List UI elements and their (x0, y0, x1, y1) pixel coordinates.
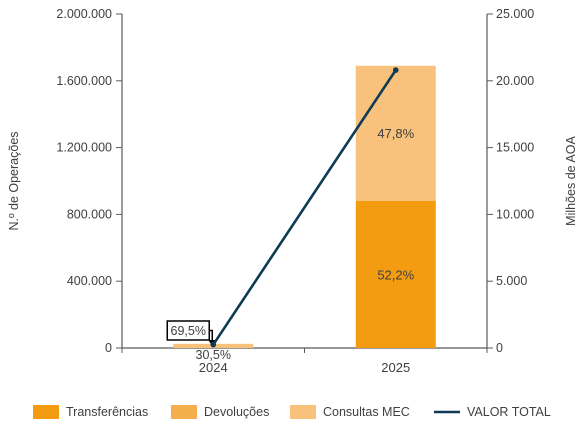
left-axis-tick-label: 0 (105, 341, 112, 355)
legend-swatch (171, 405, 197, 419)
right-axis-tick-label: 25.000 (496, 7, 534, 21)
right-axis-tick-label: 0 (496, 341, 503, 355)
line-series (212, 69, 397, 346)
legend-label: Consultas MEC (323, 405, 410, 419)
line-point (392, 67, 399, 73)
left-axis-title: N.º de Operações (7, 131, 21, 230)
bar-data-label: 47,8% (377, 126, 414, 141)
right-axis-tick-label: 10.000 (496, 207, 534, 221)
annotation-label: 30,5% (196, 348, 231, 362)
left-axis-tick-label: 400.000 (67, 274, 112, 288)
legend-label: VALOR TOTAL (467, 405, 551, 419)
line-point (210, 341, 217, 348)
x-axis-tick-label: 2025 (381, 360, 410, 375)
legend-label: Transferências (66, 405, 148, 419)
right-axis-tick-label: 5.000 (496, 274, 527, 288)
legend-label: Devoluções (204, 405, 269, 419)
left-axis-tick-label: 1.200.000 (56, 141, 112, 155)
bar-data-label: 52,2% (377, 267, 414, 282)
x-axis-tick-label: 2024 (199, 360, 228, 375)
legend-swatch (290, 405, 316, 419)
left-axis-tick-label: 1.600.000 (56, 74, 112, 88)
left-axis-tick-label: 800.000 (67, 207, 112, 221)
left-axis-tick-label: 2.000.000 (56, 7, 112, 21)
annotation-label: 69,5% (171, 324, 206, 338)
legend-swatch (33, 405, 59, 419)
right-axis-title: Milhões de AOA (564, 136, 578, 226)
bar-segment (355, 65, 436, 201)
bar-segment (355, 200, 436, 348)
right-axis-tick-label: 15.000 (496, 141, 534, 155)
right-axis-tick-label: 20.000 (496, 74, 534, 88)
